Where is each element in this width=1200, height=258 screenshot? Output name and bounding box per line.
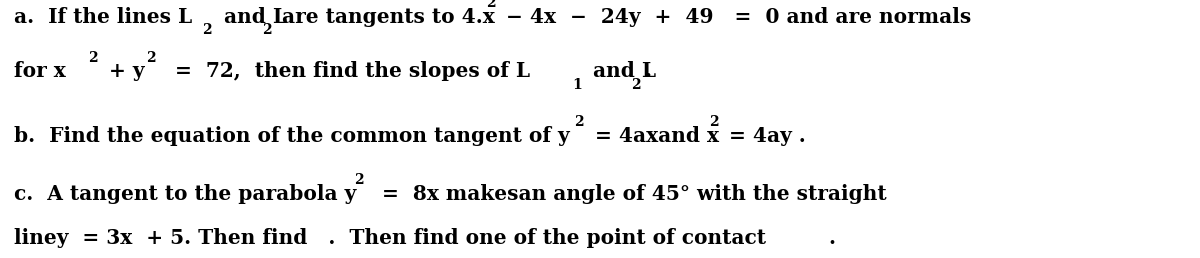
- Text: and L: and L: [586, 61, 655, 81]
- Text: + y: + y: [102, 61, 144, 81]
- Text: 2: 2: [574, 115, 583, 129]
- Text: 2: 2: [631, 78, 641, 92]
- Text: liney  = 3x  + 5. Then find   .  Then find one of the point of contact         .: liney = 3x + 5. Then find . Then find on…: [14, 228, 836, 248]
- Text: c.  A tangent to the parabola y: c. A tangent to the parabola y: [14, 184, 356, 204]
- Text: 2: 2: [262, 23, 271, 37]
- Text: = 4axand x: = 4axand x: [588, 126, 719, 146]
- Text: 1: 1: [572, 78, 582, 92]
- Text: 2: 2: [486, 0, 496, 10]
- Text: b.  Find the equation of the common tangent of y: b. Find the equation of the common tange…: [14, 126, 570, 146]
- Text: − 4x  −  24y  +  49   =  0 and are normals: − 4x − 24y + 49 = 0 and are normals: [499, 7, 972, 27]
- Text: 2: 2: [146, 51, 156, 64]
- Text: 2: 2: [202, 23, 211, 37]
- Text: 2: 2: [354, 173, 364, 187]
- Text: 2: 2: [88, 51, 97, 64]
- Text: are tangents to 4.x: are tangents to 4.x: [275, 7, 494, 27]
- Text: a.  If the lines L: a. If the lines L: [14, 7, 193, 27]
- Text: 2: 2: [709, 115, 719, 129]
- Text: .: .: [644, 61, 652, 81]
- Text: and L: and L: [217, 7, 287, 27]
- Text: for x: for x: [14, 61, 66, 81]
- Text: =  8x makesan angle of 45° with the straight: = 8x makesan angle of 45° with the strai…: [368, 184, 887, 204]
- Text: =  72,  then find the slopes of L: = 72, then find the slopes of L: [161, 61, 530, 81]
- Text: = 4ay .: = 4ay .: [722, 126, 806, 146]
